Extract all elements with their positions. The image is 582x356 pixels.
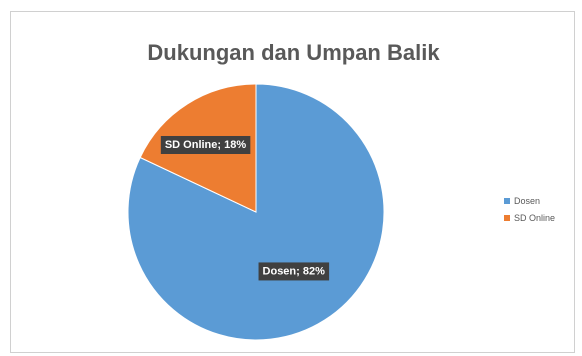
legend-swatch [504,214,510,221]
legend-item-dosen: Dosen [504,192,555,209]
chart-area: Dukungan dan Umpan Balik Dosen; 82% SD On… [10,11,575,353]
data-label-text: Dosen; 82% [263,265,326,277]
data-label-text: SD Online; 18% [165,139,247,151]
legend: Dosen SD Online [504,192,555,226]
chart-title: Dukungan dan Umpan Balik [147,40,440,65]
data-label-background [258,262,330,281]
legend-label: SD Online [514,212,556,223]
data-label-background [160,135,251,154]
data-label-sd-online: SD Online; 18% [160,135,251,154]
legend-item-sd-online: SD Online [504,209,555,226]
pie-chart: Dosen; 82% SD Online; 18% [127,83,385,341]
data-label-dosen: Dosen; 82% [258,262,330,281]
legend-swatch [504,197,510,204]
legend-label: Dosen [514,195,541,206]
